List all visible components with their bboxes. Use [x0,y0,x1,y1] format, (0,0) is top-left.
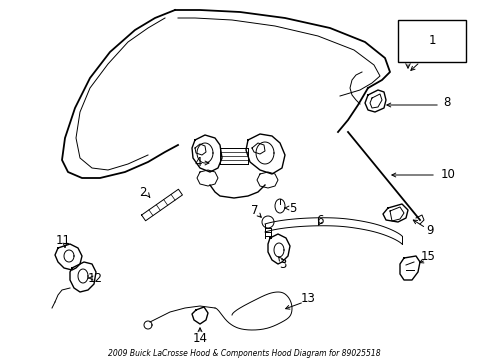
Bar [397,20,465,62]
Text: 4: 4 [194,157,202,170]
Text: 15: 15 [420,249,434,262]
Text: 3: 3 [279,257,286,270]
Text: 1: 1 [427,35,435,48]
Text: 13: 13 [300,292,315,305]
Text: 14: 14 [192,332,207,345]
Text: 5: 5 [289,202,296,215]
Text: 2: 2 [139,185,146,198]
Text: 6: 6 [316,213,323,226]
Text: 2009 Buick LaCrosse Hood & Components Hood Diagram for 89025518: 2009 Buick LaCrosse Hood & Components Ho… [107,348,380,357]
Text: 7: 7 [251,203,258,216]
Text: 8: 8 [443,96,450,109]
Text: 10: 10 [440,168,454,181]
Text: 12: 12 [87,271,102,284]
Text: 9: 9 [426,224,433,237]
Text: 11: 11 [55,234,70,247]
